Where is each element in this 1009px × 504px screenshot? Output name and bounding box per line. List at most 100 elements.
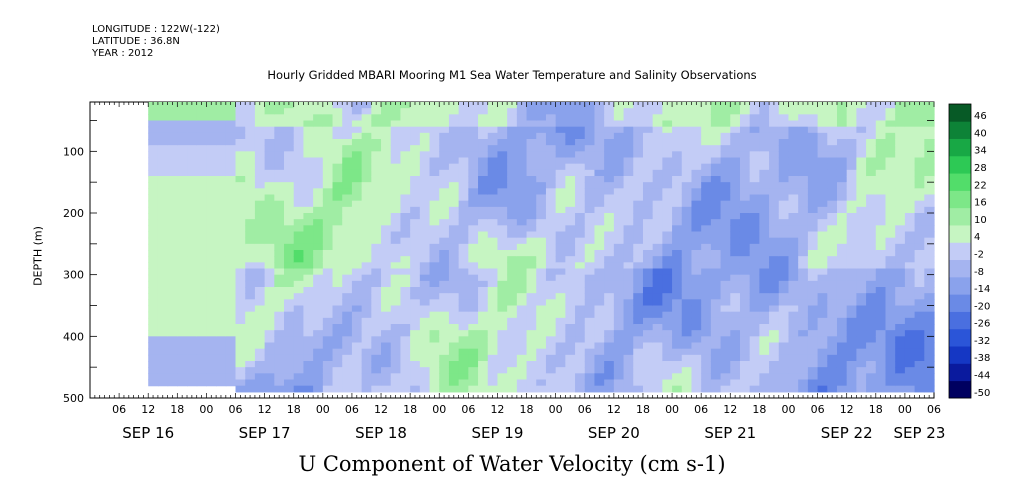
heatmap-cell <box>487 348 499 356</box>
heatmap-cell <box>390 379 402 387</box>
heatmap-cell <box>575 336 586 344</box>
heatmap-cell <box>594 311 605 319</box>
heatmap-cell <box>555 287 566 294</box>
heatmap-cell <box>225 200 237 208</box>
heatmap-cell <box>225 274 237 282</box>
heatmap-cell <box>216 194 227 202</box>
heatmap-cell <box>904 114 916 122</box>
heatmap-cell <box>400 262 411 270</box>
heatmap-cell <box>381 243 392 251</box>
heatmap-cell <box>400 293 411 300</box>
heatmap-cell <box>351 274 363 282</box>
heatmap-cell <box>575 231 586 239</box>
heatmap-cell <box>885 237 896 245</box>
heatmap-cell <box>555 108 566 115</box>
heatmap-cell <box>439 367 450 374</box>
heatmap-cell <box>759 176 770 183</box>
heatmap-cell <box>836 250 848 257</box>
heatmap-cell <box>827 194 838 202</box>
heatmap-cell <box>710 108 722 115</box>
heatmap-cell <box>157 336 169 344</box>
heatmap-cell <box>594 256 605 263</box>
heatmap-cell <box>216 379 227 387</box>
heatmap-cell <box>216 200 227 208</box>
heatmap-cell <box>187 262 198 270</box>
heatmap-cell <box>778 145 790 152</box>
heatmap-cell <box>856 342 867 350</box>
heatmap-cell <box>827 169 838 177</box>
heatmap-cell <box>390 342 402 350</box>
heatmap-cell <box>468 132 479 140</box>
heatmap-cell <box>245 176 256 183</box>
heatmap-cell <box>759 324 770 331</box>
heatmap-cell <box>148 237 159 245</box>
heatmap-cell <box>759 361 770 368</box>
heatmap-cell <box>769 194 780 202</box>
heatmap-cell <box>536 231 547 239</box>
heatmap-cell <box>225 311 237 319</box>
heatmap-cell <box>701 342 712 350</box>
heatmap-cell <box>807 169 819 177</box>
heatmap-cell <box>293 219 305 226</box>
heatmap-cell <box>759 114 770 122</box>
heatmap-cell <box>642 342 654 350</box>
heatmap-cell <box>351 163 363 171</box>
heatmap-cell <box>604 262 615 270</box>
colorbar-label: 28 <box>974 163 987 174</box>
heatmap-cell <box>371 256 382 263</box>
heatmap-cell <box>914 342 925 350</box>
heatmap-cell <box>749 299 760 307</box>
heatmap-cell <box>206 200 217 208</box>
heatmap-cell <box>817 385 828 393</box>
heatmap-cell <box>856 243 867 251</box>
heatmap-cell <box>187 163 198 171</box>
heatmap-cell <box>448 336 460 344</box>
heatmap-cell <box>196 336 208 344</box>
heatmap-cell <box>487 182 499 189</box>
heatmap-cell <box>788 354 799 362</box>
heatmap-cell <box>759 299 770 307</box>
heatmap-cell <box>885 342 896 350</box>
heatmap-cell <box>730 206 741 214</box>
heatmap-cell <box>652 243 663 251</box>
heatmap-cell <box>216 311 227 319</box>
heatmap-cell <box>313 336 324 344</box>
heatmap-cell <box>478 256 489 263</box>
heatmap-cell <box>866 231 877 239</box>
heatmap-cell <box>419 151 431 159</box>
heatmap-cell <box>429 250 440 257</box>
colorbar-swatch <box>949 225 971 243</box>
heatmap-cell <box>293 379 305 387</box>
heatmap-cell <box>264 188 275 196</box>
heatmap-cell <box>613 274 625 282</box>
heatmap-cell <box>410 206 421 214</box>
heatmap-cell <box>254 237 266 245</box>
colorbar-label: -26 <box>974 319 990 330</box>
heatmap-cell <box>914 299 925 307</box>
heatmap-cell <box>293 231 305 239</box>
heatmap-cell <box>701 194 712 202</box>
heatmap-cell <box>681 157 693 165</box>
heatmap-cell <box>332 213 343 220</box>
heatmap-cell <box>875 243 887 251</box>
heatmap-cell <box>303 188 314 196</box>
heatmap-cell <box>371 299 382 307</box>
heatmap-cell <box>206 379 217 387</box>
heatmap-cell <box>225 188 237 196</box>
heatmap-cell <box>895 287 906 294</box>
heatmap-cell <box>778 126 790 134</box>
heatmap-cell <box>322 213 334 220</box>
heatmap-cell <box>739 139 751 146</box>
heatmap-cell <box>458 237 469 245</box>
heatmap-cell <box>817 324 828 331</box>
heatmap-cell <box>807 151 819 159</box>
heatmap-cell <box>866 336 877 344</box>
heatmap-cell <box>458 108 469 115</box>
heatmap-cell <box>895 274 906 282</box>
heatmap-cell <box>400 299 411 307</box>
heatmap-cell <box>827 256 838 263</box>
heatmap-cell <box>322 169 334 177</box>
heatmap-cell <box>157 317 169 325</box>
heatmap-cell <box>332 342 343 350</box>
